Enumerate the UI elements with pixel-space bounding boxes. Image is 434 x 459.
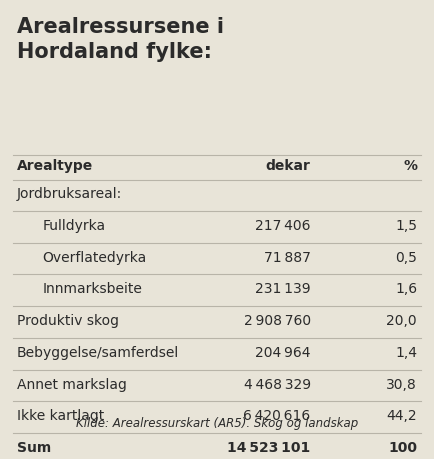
Text: Kilde: Arealressurskart (AR5). Skog og landskap: Kilde: Arealressurskart (AR5). Skog og l…: [76, 417, 358, 430]
Text: Bebyggelse/samferdsel: Bebyggelse/samferdsel: [17, 346, 179, 360]
Text: 1,6: 1,6: [395, 282, 417, 297]
Text: Innmarksbeite: Innmarksbeite: [43, 282, 142, 297]
Text: dekar: dekar: [266, 159, 311, 173]
Text: Annet markslag: Annet markslag: [17, 378, 127, 392]
Text: Produktiv skog: Produktiv skog: [17, 314, 119, 328]
Text: 1,4: 1,4: [395, 346, 417, 360]
Text: 0,5: 0,5: [395, 251, 417, 264]
Text: 71 887: 71 887: [264, 251, 311, 264]
Text: 1,5: 1,5: [395, 219, 417, 233]
Text: 204 964: 204 964: [255, 346, 311, 360]
Text: 217 406: 217 406: [255, 219, 311, 233]
Text: Arealtype: Arealtype: [17, 159, 93, 173]
Text: Sum: Sum: [17, 441, 51, 455]
Text: 6 420 616: 6 420 616: [243, 409, 311, 423]
Text: Jordbruksareal:: Jordbruksareal:: [17, 187, 122, 201]
Text: 44,2: 44,2: [386, 409, 417, 423]
Text: 231 139: 231 139: [255, 282, 311, 297]
Text: Arealressursene i
Hordaland fylke:: Arealressursene i Hordaland fylke:: [17, 17, 224, 62]
Text: 30,8: 30,8: [386, 378, 417, 392]
Text: Overflatedyrka: Overflatedyrka: [43, 251, 147, 264]
Text: 100: 100: [388, 441, 417, 455]
Text: Fulldyrka: Fulldyrka: [43, 219, 105, 233]
Text: Ikke kartlagt: Ikke kartlagt: [17, 409, 104, 423]
Text: %: %: [403, 159, 417, 173]
Text: 4 468 329: 4 468 329: [243, 378, 311, 392]
Text: 14 523 101: 14 523 101: [227, 441, 311, 455]
Text: 2 908 760: 2 908 760: [243, 314, 311, 328]
Text: 20,0: 20,0: [386, 314, 417, 328]
